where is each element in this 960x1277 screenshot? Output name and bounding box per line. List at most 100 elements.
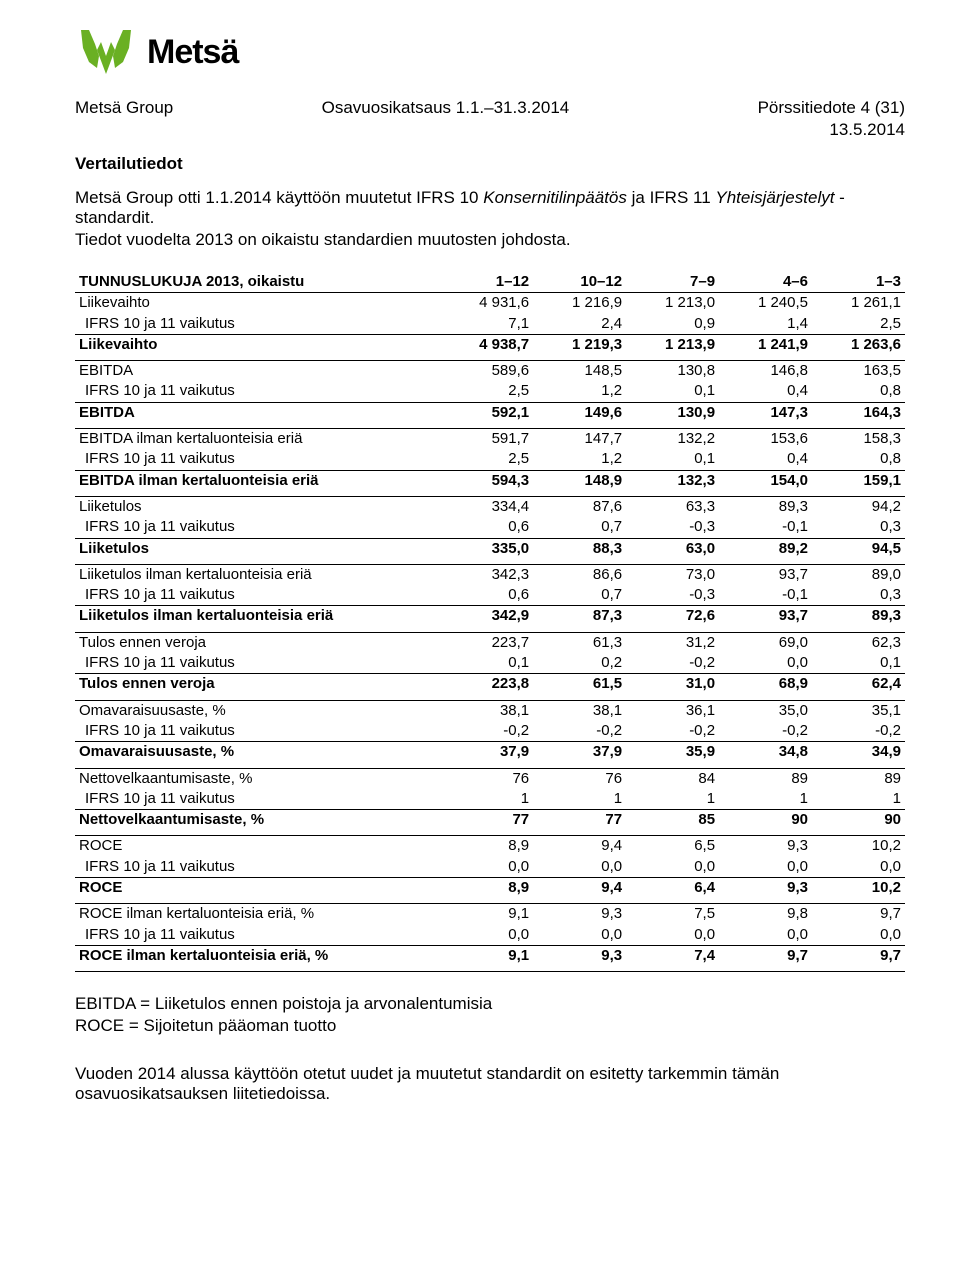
row-value: 7–9	[626, 272, 719, 293]
row-value: 76	[533, 768, 626, 789]
row-value: 1 213,0	[626, 293, 719, 314]
row-value: 0,1	[812, 653, 905, 674]
row-value: 342,3	[440, 564, 533, 585]
row-value: 164,3	[812, 402, 905, 428]
row-value: 9,4	[533, 836, 626, 857]
row-value: 34,9	[812, 742, 905, 768]
row-label: Liiketulos ilman kertaluonteisia eriä	[75, 564, 440, 585]
row-value: 0,1	[626, 449, 719, 470]
row-value: 130,8	[626, 361, 719, 382]
doc-header-line: Metsä Group Osavuosikatsaus 1.1.–31.3.20…	[75, 98, 905, 118]
row-value: 87,3	[533, 606, 626, 632]
row-value: 589,6	[440, 361, 533, 382]
row-label: Liiketulos	[75, 496, 440, 517]
row-value: 592,1	[440, 402, 533, 428]
row-value: 2,5	[440, 449, 533, 470]
table-row: ROCE8,99,46,59,310,2	[75, 836, 905, 857]
row-value: 0,0	[719, 857, 812, 878]
row-value: 147,3	[719, 402, 812, 428]
row-label: IFRS 10 ja 11 vaikutus	[75, 585, 440, 606]
row-label: IFRS 10 ja 11 vaikutus	[75, 381, 440, 402]
row-value: 35,0	[719, 700, 812, 721]
row-value: 163,5	[812, 361, 905, 382]
row-value: 147,7	[533, 429, 626, 450]
row-label: Liiketulos	[75, 538, 440, 564]
table-row: Omavaraisuusaste, %38,138,136,135,035,1	[75, 700, 905, 721]
table-total-row: Omavaraisuusaste, %37,937,935,934,834,9	[75, 742, 905, 768]
row-label: IFRS 10 ja 11 vaikutus	[75, 721, 440, 742]
footnote-1: EBITDA = Liiketulos ennen poistoja ja ar…	[75, 994, 905, 1014]
row-label: Liikevaihto	[75, 293, 440, 314]
row-value: -0,2	[719, 721, 812, 742]
page: Metsä Metsä Group Osavuosikatsaus 1.1.–3…	[0, 0, 960, 1277]
row-value: 94,5	[812, 538, 905, 564]
row-value: 35,1	[812, 700, 905, 721]
row-value: 0,1	[626, 381, 719, 402]
row-value: 88,3	[533, 538, 626, 564]
row-value: 0,7	[533, 517, 626, 538]
row-value: 1	[719, 789, 812, 810]
table-total-row: Liiketulos335,088,363,089,294,5	[75, 538, 905, 564]
row-value: 8,9	[440, 836, 533, 857]
row-value: 0,2	[533, 653, 626, 674]
table-total-row: EBITDA592,1149,6130,9147,3164,3	[75, 402, 905, 428]
moose-icon	[75, 28, 137, 76]
row-label: IFRS 10 ja 11 vaikutus	[75, 789, 440, 810]
row-value: 7,4	[626, 945, 719, 971]
table-row: Tulos ennen veroja223,761,331,269,062,3	[75, 632, 905, 653]
row-value: 62,4	[812, 674, 905, 700]
table-row: EBITDA589,6148,5130,8146,8163,5	[75, 361, 905, 382]
row-value: 10,2	[812, 836, 905, 857]
row-value: 158,3	[812, 429, 905, 450]
row-label: IFRS 10 ja 11 vaikutus	[75, 517, 440, 538]
row-value: 1	[812, 789, 905, 810]
row-value: 591,7	[440, 429, 533, 450]
table-row: IFRS 10 ja 11 vaikutus11111	[75, 789, 905, 810]
row-value: 4–6	[719, 272, 812, 293]
header-page-info: Pörssitiedote 4 (31)	[758, 98, 905, 118]
row-label: TUNNUSLUKUJA 2013, oikaistu	[75, 272, 440, 293]
row-value: 8,9	[440, 878, 533, 904]
table-row: ROCE ilman kertaluonteisia eriä, %9,19,3…	[75, 904, 905, 925]
row-value: 69,0	[719, 632, 812, 653]
intro1-ital-1: Konsernitilinpäätös	[483, 188, 627, 207]
row-label: ROCE ilman kertaluonteisia eriä, %	[75, 945, 440, 971]
row-value: 35,9	[626, 742, 719, 768]
row-value: 7,1	[440, 314, 533, 335]
row-value: 1 240,5	[719, 293, 812, 314]
intro-line-2: Tiedot vuodelta 2013 on oikaistu standar…	[75, 230, 905, 250]
table-row: Liiketulos ilman kertaluonteisia eriä342…	[75, 564, 905, 585]
row-value: 77	[533, 810, 626, 836]
intro1-part-a: Metsä Group otti 1.1.2014 käyttöön muute…	[75, 188, 483, 207]
row-value: 153,6	[719, 429, 812, 450]
row-value: 94,2	[812, 496, 905, 517]
row-value: 9,1	[440, 904, 533, 925]
row-value: 0,7	[533, 585, 626, 606]
row-value: 9,3	[533, 904, 626, 925]
row-value: 0,0	[719, 925, 812, 946]
row-value: 89,3	[812, 606, 905, 632]
row-value: 0,0	[626, 857, 719, 878]
row-value: 7,5	[626, 904, 719, 925]
footnote-2: ROCE = Sijoitetun pääoman tuotto	[75, 1016, 905, 1036]
row-value: 31,0	[626, 674, 719, 700]
row-value: 0,0	[533, 857, 626, 878]
row-value: 342,9	[440, 606, 533, 632]
row-value: 1 213,9	[626, 334, 719, 360]
financial-table: TUNNUSLUKUJA 2013, oikaistu1–1210–127–94…	[75, 272, 905, 972]
table-total-row: Liiketulos ilman kertaluonteisia eriä342…	[75, 606, 905, 632]
row-value: 4 931,6	[440, 293, 533, 314]
row-label: EBITDA	[75, 402, 440, 428]
header-company: Metsä Group	[75, 98, 173, 118]
row-label: EBITDA ilman kertaluonteisia eriä	[75, 470, 440, 496]
row-value: 6,4	[626, 878, 719, 904]
row-value: 61,5	[533, 674, 626, 700]
row-label: ROCE ilman kertaluonteisia eriä, %	[75, 904, 440, 925]
row-value: 37,9	[440, 742, 533, 768]
row-value: 154,0	[719, 470, 812, 496]
row-value: 9,7	[719, 945, 812, 971]
row-value: 0,0	[812, 857, 905, 878]
row-value: 1	[533, 789, 626, 810]
row-label: Omavaraisuusaste, %	[75, 700, 440, 721]
table-row: Liiketulos334,487,663,389,394,2	[75, 496, 905, 517]
